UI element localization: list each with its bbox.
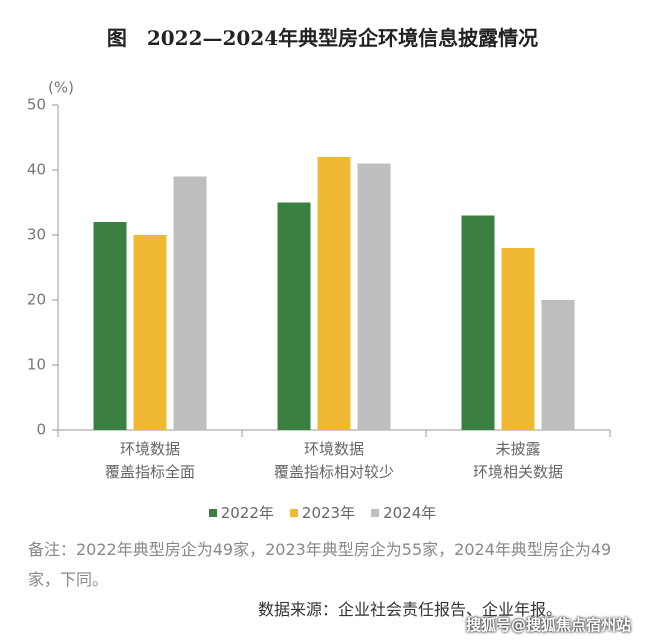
bar (173, 176, 207, 430)
bar (133, 235, 167, 430)
legend-item: 2024年 (371, 502, 436, 523)
source: 数据来源：企业社会责任报告、企业年报。 (258, 600, 563, 619)
bar (277, 202, 311, 430)
x-tick-label: 未披露 环境相关数据 (472, 440, 563, 481)
legend-label: 2023年 (301, 504, 356, 522)
y-tick-label: 0 (36, 421, 46, 439)
y-tick-label: 30 (27, 226, 46, 244)
bar (317, 157, 351, 430)
watermark: 搜狐号@搜狐焦点宿州站 (465, 616, 631, 634)
legend-item: 2023年 (289, 502, 356, 523)
bar (501, 248, 535, 430)
bar (93, 222, 127, 430)
y-tick-label: 40 (27, 161, 46, 179)
note: 备注：2022年典型房企为49家，2023年典型房企为55家，2024年典型房企… (28, 540, 612, 589)
chart-title: 图 2022—2024年典型房企环境信息披露情况 (106, 26, 539, 50)
legend-swatch (208, 508, 217, 517)
bar (357, 163, 391, 430)
bar (461, 215, 495, 430)
legend-label: 2022年 (220, 504, 274, 522)
legend-swatch (289, 508, 298, 517)
x-tick-label: 环境数据 覆盖指标相对较少 (273, 440, 394, 481)
legend-swatch (371, 508, 380, 517)
legend-item: 2022年 (208, 502, 274, 523)
x-tick-label: 环境数据 覆盖指标全面 (104, 440, 195, 481)
legend-label: 2024年 (383, 504, 437, 522)
y-unit: (%) (48, 79, 74, 97)
bar (541, 300, 575, 430)
y-tick-label: 10 (27, 356, 46, 374)
y-tick-label: 50 (27, 96, 46, 114)
y-tick-label: 20 (27, 291, 46, 309)
legend: 2022年 2023年 2024年 (0, 502, 645, 523)
